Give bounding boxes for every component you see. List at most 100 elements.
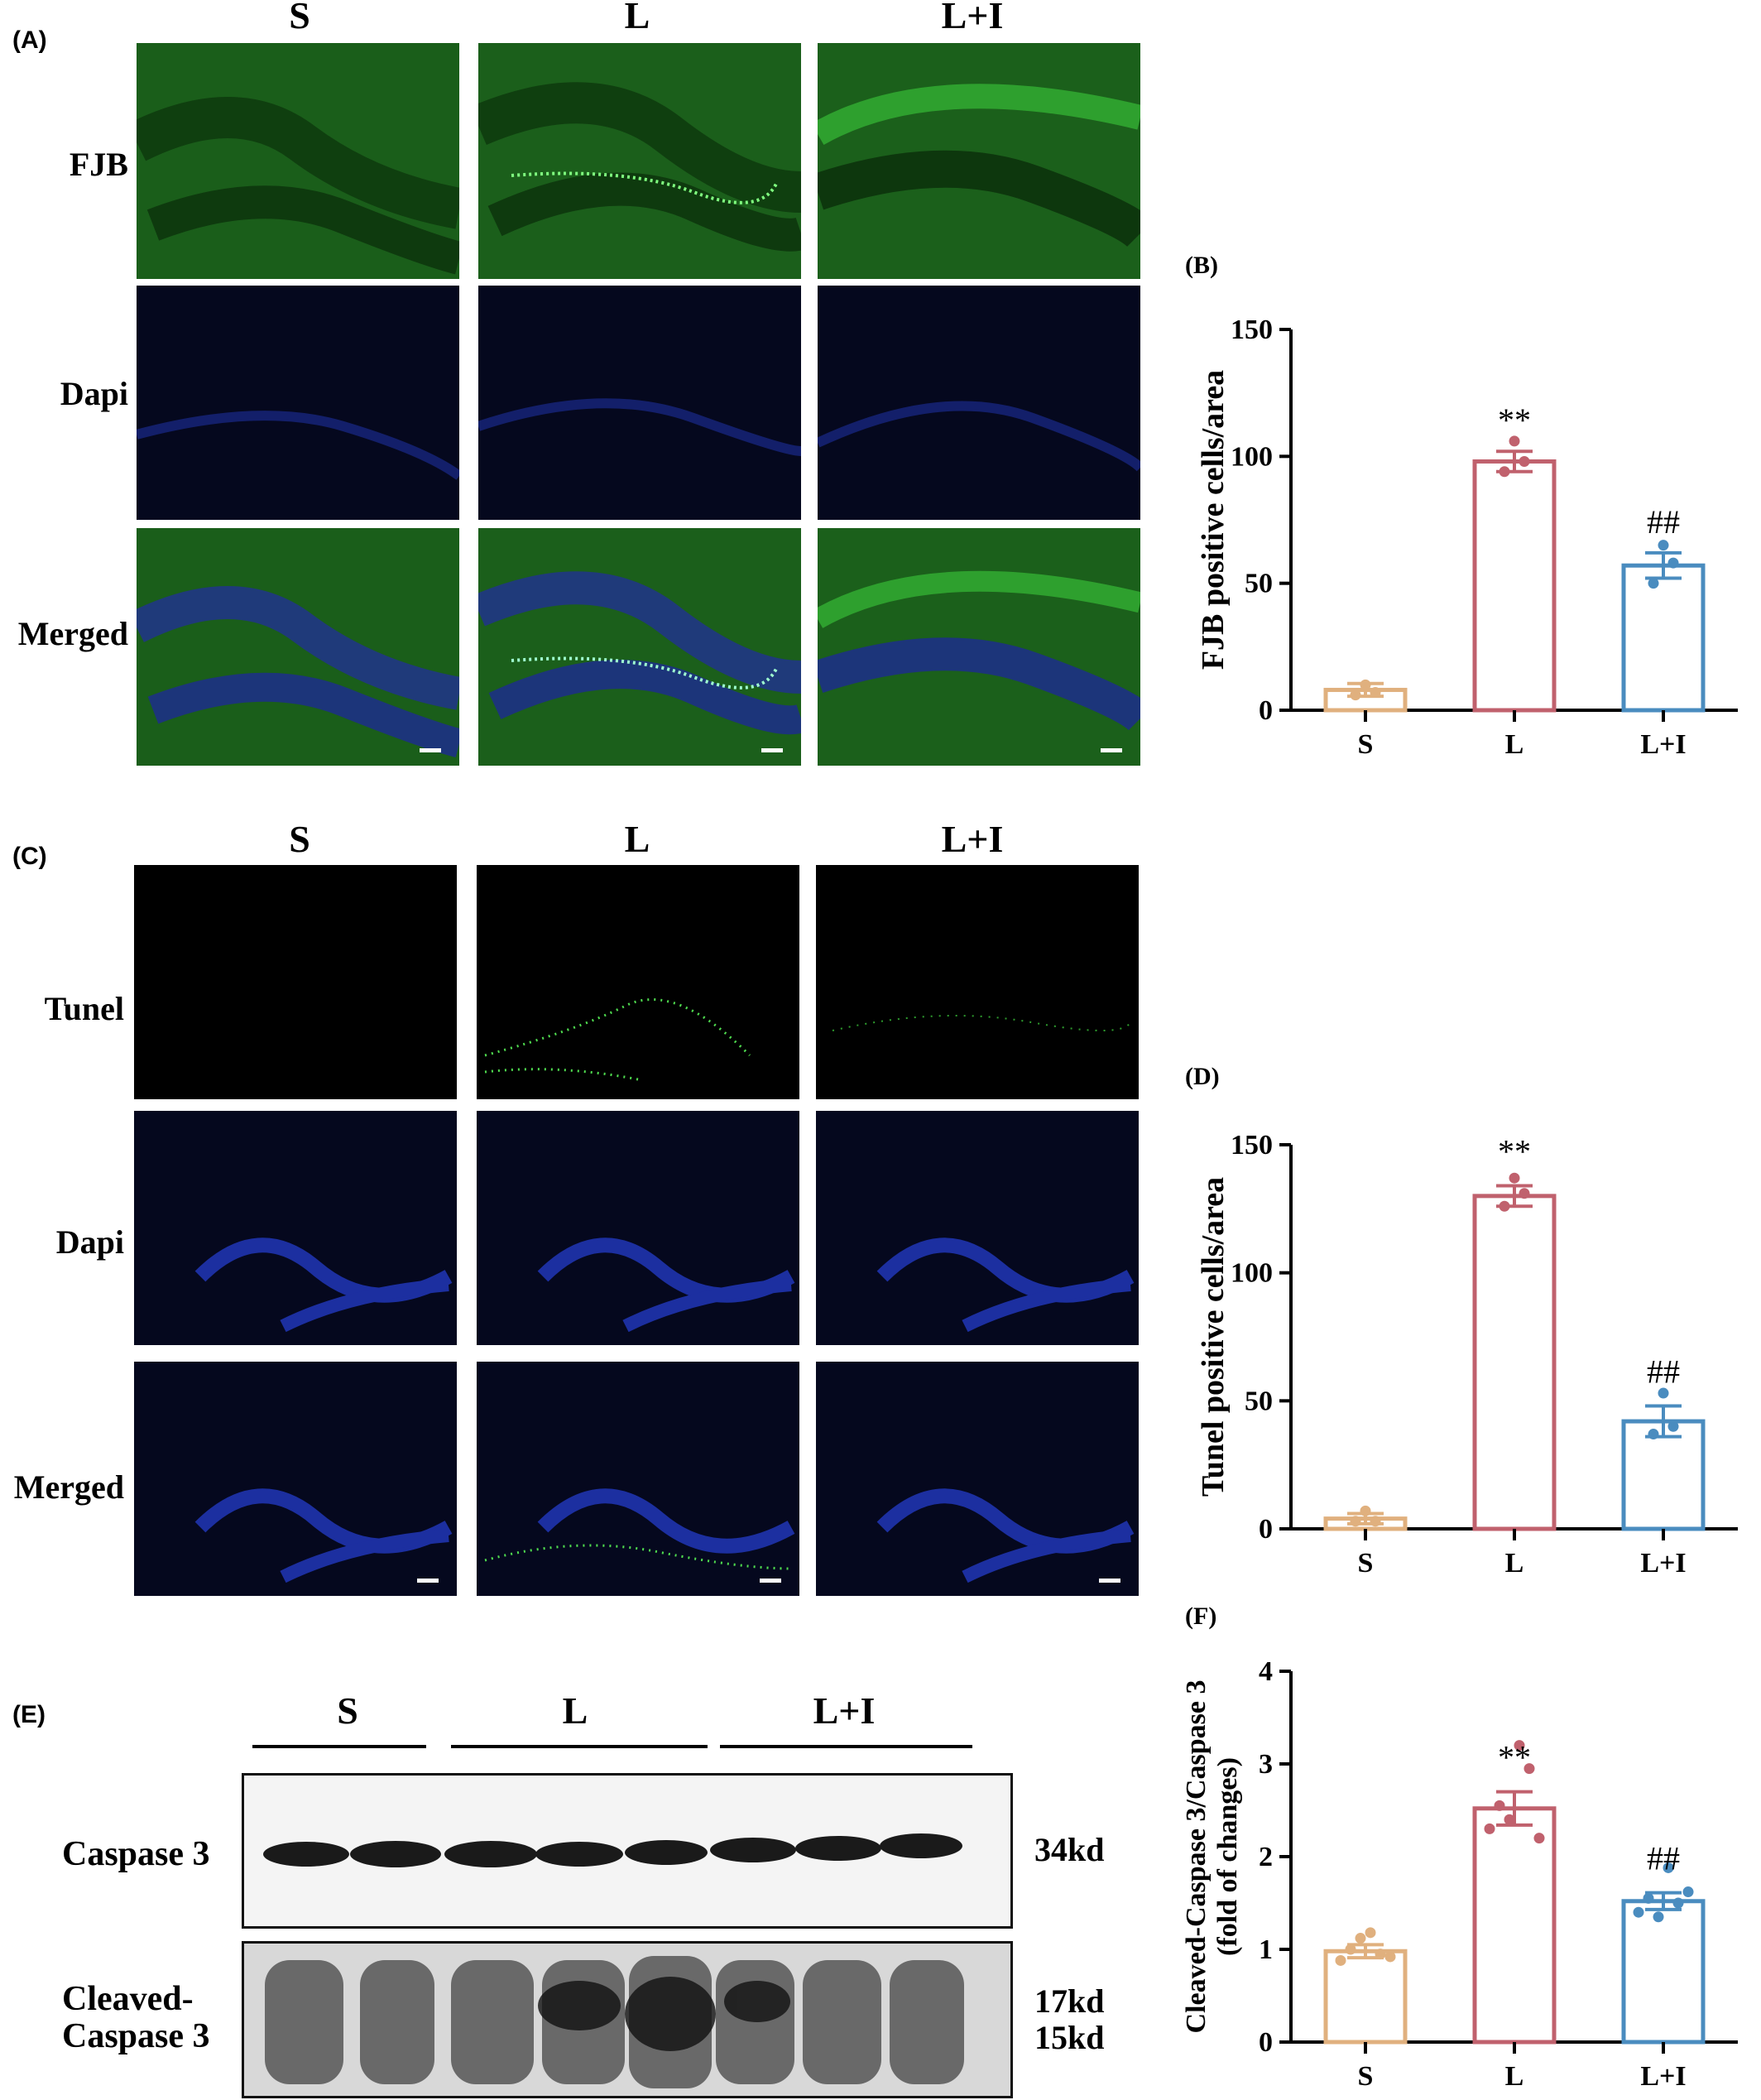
y-axis-label-2: (fold of changes) [1212,1757,1243,1956]
micrograph-dapi-li [818,286,1140,520]
data-point [1484,1823,1495,1834]
panel-label: (F) [1185,1603,1216,1630]
y-tick-label: 0 [1259,2027,1273,2058]
panel-label-a: (A) [12,26,47,54]
micrograph-dapi-l [477,1111,799,1345]
data-point [1494,1800,1505,1811]
micrograph-fjb-l [478,43,801,279]
micrograph-dapi-l [478,286,801,520]
data-point [1335,1954,1346,1966]
blot-group-s: S [337,1689,358,1732]
y-tick-label: 100 [1231,1258,1273,1289]
micrograph-dapi-s [134,1111,457,1345]
col-label-l: L [624,0,650,36]
y-tick-label: 0 [1259,1514,1273,1545]
data-point [1360,1505,1371,1516]
group-line-s [252,1745,426,1748]
y-tick-label: 50 [1245,1386,1273,1416]
data-point [1658,1387,1669,1399]
y-axis-label: Cleaved-Caspase 3/Caspase 3 [1181,1680,1212,2034]
data-point [1504,1814,1515,1825]
micrograph-merged-li [818,528,1140,766]
row-label-fjb: FJB [69,146,128,183]
data-point [1682,1886,1694,1898]
kd-15: 15kd [1034,2019,1105,2056]
data-point [1360,679,1371,690]
data-point [1370,1516,1381,1527]
x-tick-label: L+I [1640,1548,1686,1579]
panel-label-c: (C) [12,843,47,870]
micrograph-tunel-li [816,865,1139,1099]
data-point [1533,1833,1545,1844]
micrograph-merged-s [134,1362,457,1596]
group-line-l [451,1745,708,1748]
scale-bar [760,1579,781,1583]
micrograph-merged-li [816,1362,1139,1596]
significance-label: ** [1498,401,1531,439]
data-point [1375,1949,1386,1960]
y-tick-label: 50 [1245,569,1273,599]
micrograph-fjb-li [818,43,1140,279]
blot-group-li: L+I [813,1689,876,1732]
significance-label: ## [1647,1353,1680,1391]
data-point [1519,1188,1530,1199]
y-axis-label: Tunel positive cells/area [1196,1177,1231,1497]
micrograph-tunel-l [477,865,799,1099]
x-tick-label: S [1358,729,1374,760]
y-axis-label: FJB positive cells/area [1196,370,1231,670]
x-tick-label: L [1505,729,1524,760]
scale-bar [417,1579,439,1583]
data-point [1658,540,1669,551]
data-point [1350,1516,1361,1527]
row-label-dapi: Dapi [60,375,128,412]
data-point [1355,1933,1366,1944]
data-point [1370,687,1381,699]
y-tick-label: 0 [1259,695,1273,726]
micrograph-dapi-s [137,286,459,520]
x-tick-label: L [1505,1548,1524,1579]
micrograph-dapi-li [816,1111,1139,1345]
bar [1621,563,1706,713]
panel-label: (D) [1185,1063,1220,1090]
panel-label-e: (E) [12,1701,46,1728]
y-tick-label: 4 [1259,1656,1273,1687]
data-point [1523,1763,1535,1775]
data-point [1509,1172,1520,1184]
y-tick-label: 1 [1259,1934,1273,1965]
micrograph-merged-s [137,528,459,766]
col-label-li: L+I [941,818,1004,860]
bar [1472,1194,1557,1531]
data-point [1663,1862,1674,1873]
data-point [1648,1429,1659,1440]
data-point [1672,1897,1684,1909]
micrograph-merged-l [478,528,801,766]
significance-label: ## [1647,1840,1680,1877]
bar [1472,1806,1557,2045]
data-point [1499,1200,1510,1212]
blot-cleaved-caspase3 [242,1941,1013,2098]
data-point [1648,578,1659,589]
data-point [1365,1927,1376,1939]
row-label-dapi: Dapi [55,1223,124,1261]
data-point [1345,1944,1356,1955]
x-tick-label: L [1505,2061,1524,2092]
micrograph-fjb-s [137,43,459,279]
bar [1472,459,1557,713]
data-point [1384,1951,1396,1963]
data-point [1633,1906,1644,1918]
col-label-s: S [289,818,310,860]
significance-label: ## [1647,503,1680,541]
significance-label: ** [1498,1132,1531,1170]
scale-bar [1101,748,1122,752]
y-tick-label: 150 [1231,315,1273,345]
row-label-merged: Merged [13,1468,124,1506]
data-point [1514,1740,1525,1752]
blot-label-cleaved-2: Caspase 3 [62,2017,210,2055]
x-tick-label: S [1358,2061,1374,2092]
scale-bar [1099,1579,1120,1583]
y-tick-label: 100 [1231,441,1273,472]
data-point [1653,1911,1664,1923]
blot-label-cleaved-1: Cleaved- [62,1980,194,2018]
blot-label-caspase3: Caspase 3 [62,1835,210,1873]
data-point [1499,466,1510,478]
